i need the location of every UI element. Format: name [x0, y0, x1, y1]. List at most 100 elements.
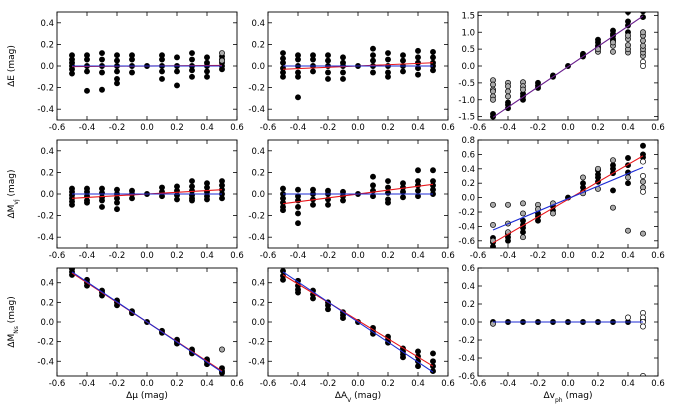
- fit-line-purple: [492, 15, 644, 118]
- data-point-grey: [610, 48, 616, 55]
- y-tick-label: 0.4: [251, 19, 265, 29]
- data-point: [129, 195, 135, 202]
- x-tick-label: -0.4: [500, 251, 517, 261]
- x-tick-label: 0.4: [200, 251, 214, 261]
- panel-p22: -0.6 -0.4 -0.2 0.0 0.2 0.4 0.6 -0.4 -0.2 0.0 0.2 0.…: [248, 139, 455, 261]
- y-tick-label: -0.4: [458, 354, 475, 364]
- x-tick-label: 0.2: [591, 251, 605, 261]
- x-tick-label: -0.4: [79, 251, 96, 261]
- x-axis-label: Δvph (mag): [544, 391, 593, 404]
- panel-p32: -0.6 -0.4 -0.2 0.0 0.2 0.4 0.6 -0.4 -0.2 0.0 0.2 0.…: [248, 267, 455, 404]
- data-point-grey: [610, 157, 616, 164]
- y-tick-label: -0.2: [248, 84, 265, 94]
- x-tick-label: 0.2: [591, 123, 605, 133]
- data-point: [189, 50, 195, 56]
- x-tick-label: 0.2: [381, 379, 395, 389]
- y-tick-label: 0.8: [461, 136, 475, 146]
- x-tick-label: -0.2: [530, 123, 547, 133]
- fit-line-blue: [492, 166, 644, 231]
- data-point-grey: [505, 88, 511, 95]
- data-point-grey: [490, 201, 496, 208]
- data-point: [99, 56, 105, 63]
- axes-frame: [267, 267, 449, 377]
- x-tick-label: 0.0: [561, 379, 575, 389]
- plot-area: [490, 12, 646, 120]
- data-point: [189, 178, 195, 184]
- panel-p31: -0.6 -0.4 -0.2 0.0 0.2 0.4 0.6 -0.4 -0.2 0.0 0.2 0.…: [7, 267, 244, 401]
- y-tick-label: -0.2: [248, 212, 265, 222]
- axes-frame: [477, 139, 659, 249]
- data-point-grey: [520, 86, 526, 93]
- y-tick-label: 0.2: [40, 298, 54, 308]
- data-point: [340, 315, 346, 322]
- data-point: [174, 82, 180, 89]
- data-point: [340, 76, 346, 82]
- data-point: [204, 73, 210, 80]
- data-point: [415, 182, 421, 189]
- data-point: [490, 110, 496, 117]
- x-tick-label: 0.0: [140, 251, 154, 261]
- data-point-open: [625, 314, 631, 321]
- data-point-grey: [219, 346, 225, 353]
- data-point: [99, 50, 105, 56]
- x-tick-label: 0.0: [351, 123, 365, 133]
- data-point: [204, 68, 210, 75]
- data-point-grey: [490, 222, 496, 228]
- x-tick-label: 0.6: [441, 123, 455, 133]
- x-tick-label: -0.2: [320, 123, 337, 133]
- data-point-grey: [490, 96, 496, 103]
- data-point: [385, 178, 391, 184]
- fit-line-red: [282, 274, 434, 367]
- data-point: [385, 50, 391, 56]
- y-axis-label: ΔE (mag): [7, 45, 17, 87]
- data-point: [325, 306, 331, 313]
- fit-line-red: [492, 155, 644, 244]
- x-tick-label: 0.2: [381, 251, 395, 261]
- x-tick-label: 0.6: [230, 123, 244, 133]
- data-point: [280, 185, 286, 192]
- data-point-grey: [640, 29, 646, 36]
- x-tick-label: 0.4: [200, 379, 214, 389]
- data-point-open: [640, 158, 646, 165]
- data-point: [69, 201, 75, 208]
- data-point: [415, 71, 421, 78]
- y-tick-label: -0.2: [37, 84, 54, 94]
- data-point: [400, 194, 406, 201]
- data-point: [625, 18, 631, 25]
- data-point: [280, 276, 286, 283]
- y-tick-label: 0.6: [461, 264, 475, 274]
- y-tick-label: 0.4: [40, 147, 54, 157]
- y-tick-label: 1.0: [461, 28, 475, 38]
- data-point: [159, 76, 165, 82]
- data-point: [310, 56, 316, 63]
- data-point: [99, 69, 105, 76]
- panel-p33: -0.6 -0.4 -0.2 0.0 0.2 0.4 0.6 -0.6 -0.4 -0.2 0.0 0…: [458, 264, 664, 404]
- data-point: [189, 73, 195, 80]
- data-point: [400, 57, 406, 64]
- data-point-grey: [550, 210, 556, 217]
- data-point: [610, 187, 616, 194]
- x-tick-label: -0.6: [49, 123, 66, 133]
- data-point: [415, 348, 421, 355]
- x-tick-label: 0.4: [411, 379, 425, 389]
- y-tick-label: 0.0: [40, 190, 54, 200]
- data-point: [114, 80, 120, 87]
- data-point: [370, 45, 376, 52]
- y-tick-label: 0.4: [251, 279, 265, 289]
- x-tick-label: 0.0: [140, 123, 154, 133]
- data-point: [295, 56, 301, 63]
- data-point: [400, 354, 406, 361]
- data-point: [310, 201, 316, 208]
- plot-area: [490, 310, 646, 376]
- data-point: [385, 189, 391, 196]
- y-tick-label: -0.4: [248, 105, 265, 115]
- axes-frame: [477, 267, 659, 377]
- x-tick-label: 0.2: [381, 123, 395, 133]
- x-tick-label: -0.4: [500, 123, 517, 133]
- data-point-grey: [490, 81, 496, 88]
- x-tick-label: -0.4: [500, 379, 517, 389]
- data-point: [159, 56, 165, 63]
- data-point: [280, 73, 286, 80]
- data-point: [325, 57, 331, 64]
- x-tick-label: 0.0: [351, 251, 365, 261]
